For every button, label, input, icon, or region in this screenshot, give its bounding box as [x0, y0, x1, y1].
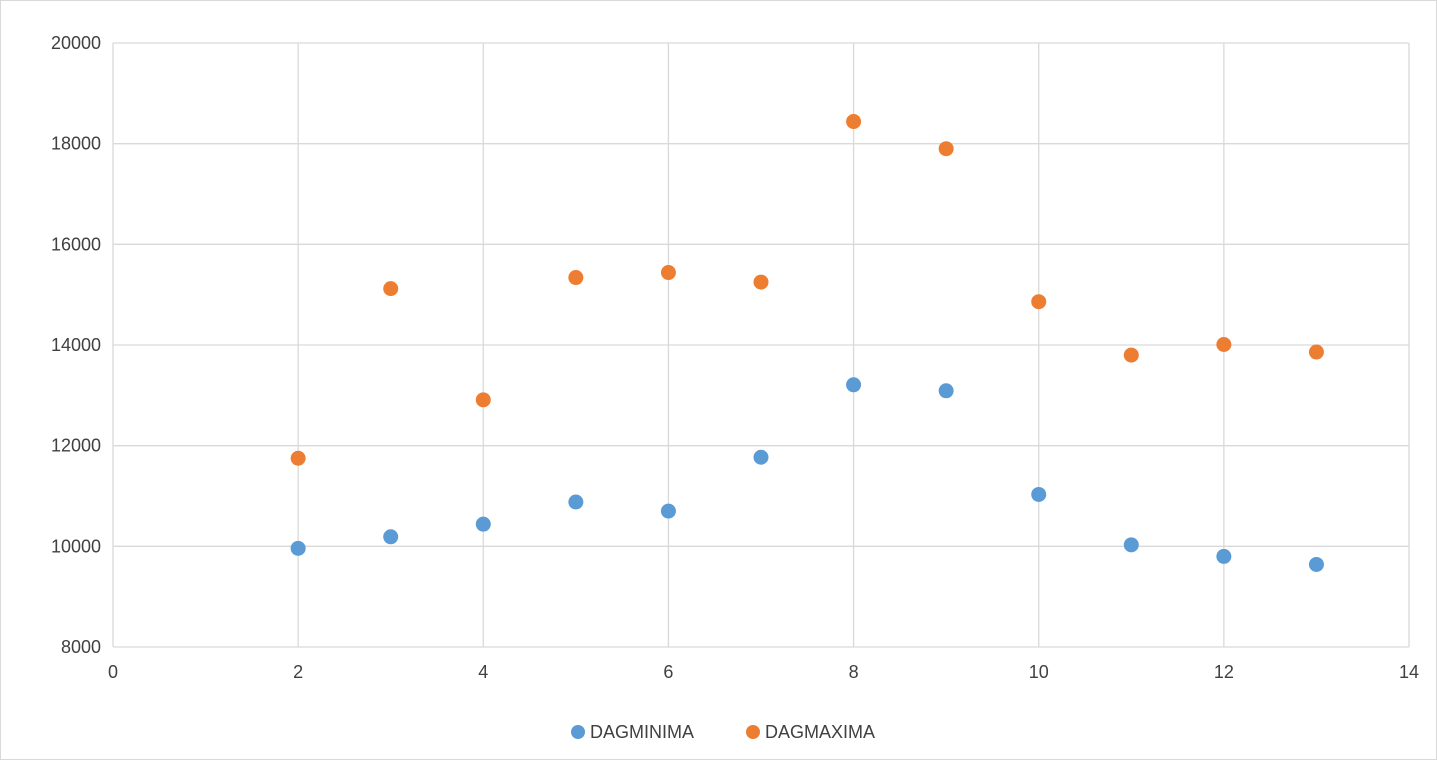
y-tick-label: 10000 [51, 536, 101, 556]
x-tick-label: 6 [663, 662, 673, 682]
x-tick-label: 8 [849, 662, 859, 682]
y-tick-label: 18000 [51, 134, 101, 154]
point-dagmaxima-10 [1031, 294, 1047, 310]
x-tick-label: 10 [1029, 662, 1049, 682]
x-tick-label: 2 [293, 662, 303, 682]
point-dagminima-13 [1308, 556, 1324, 572]
point-dagmaxima-5 [568, 270, 584, 286]
y-tick-label: 14000 [51, 335, 101, 355]
point-dagminima-2 [290, 540, 306, 556]
point-dagminima-10 [1031, 486, 1047, 502]
legend-label-dagmaxima: DAGMAXIMA [765, 722, 875, 742]
point-dagmaxima-6 [660, 265, 676, 281]
legend-marker-dagminima [571, 725, 585, 739]
data-points [290, 114, 1324, 572]
point-dagminima-8 [846, 377, 862, 393]
point-dagminima-4 [475, 516, 491, 532]
point-dagmaxima-11 [1123, 347, 1139, 363]
point-dagminima-5 [568, 494, 584, 510]
x-tick-label: 0 [108, 662, 118, 682]
point-dagmaxima-2 [290, 450, 306, 466]
y-tick-label: 16000 [51, 234, 101, 254]
y-tick-label: 20000 [51, 33, 101, 53]
point-dagminima-11 [1123, 537, 1139, 553]
y-tick-label: 12000 [51, 436, 101, 456]
point-dagminima-9 [938, 383, 954, 399]
legend-marker-dagmaxima [746, 725, 760, 739]
point-dagminima-12 [1216, 548, 1232, 564]
axis-tick-labels: 8000 10000 12000 14000 16000 18000 20000 0 2 4 6 8 1… [51, 33, 1419, 682]
x-tick-label: 12 [1214, 662, 1234, 682]
point-dagmaxima-7 [753, 274, 769, 290]
point-dagminima-3 [383, 529, 399, 545]
point-dagminima-6 [660, 503, 676, 519]
point-dagminima-7 [753, 449, 769, 465]
legend: DAGMINIMA DAGMAXIMA [571, 722, 875, 742]
y-tick-label: 8000 [61, 637, 101, 657]
point-dagmaxima-12 [1216, 336, 1232, 352]
point-dagmaxima-9 [938, 141, 954, 157]
x-tick-label: 4 [478, 662, 488, 682]
gridlines [112, 42, 1410, 648]
point-dagmaxima-3 [383, 281, 399, 297]
point-dagmaxima-13 [1308, 344, 1324, 360]
x-tick-label: 14 [1399, 662, 1419, 682]
point-dagmaxima-8 [846, 114, 862, 130]
legend-label-dagminima: DAGMINIMA [590, 722, 694, 742]
point-dagmaxima-4 [475, 392, 491, 408]
